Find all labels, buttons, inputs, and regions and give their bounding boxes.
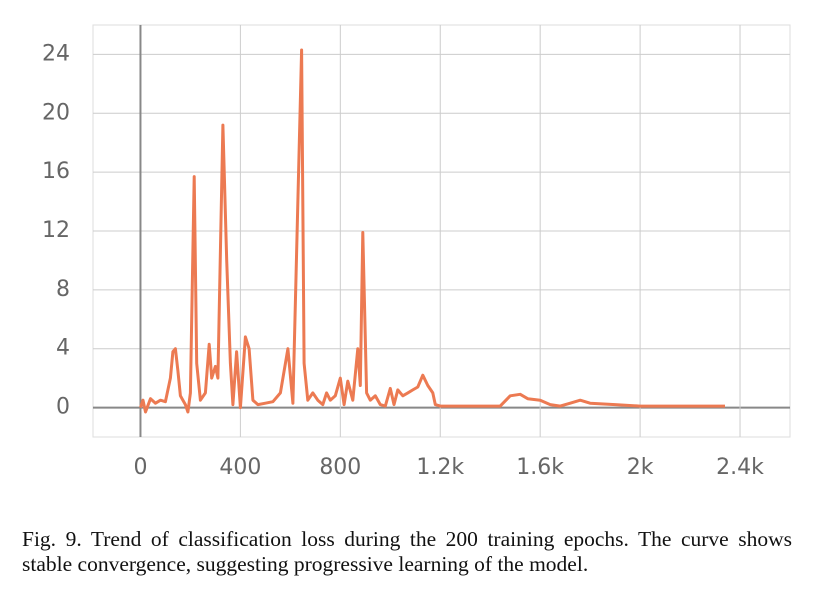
- y-tick-label: 8: [56, 277, 70, 302]
- y-tick-label: 4: [56, 336, 70, 361]
- x-tick-label: 0: [133, 455, 147, 480]
- x-tick-label: 400: [219, 455, 261, 480]
- x-tick-label: 2k: [627, 455, 654, 480]
- x-tick-label: 1.6k: [516, 455, 564, 480]
- figure-caption: Fig. 9. Trend of classification loss dur…: [22, 527, 792, 576]
- loss-line: [139, 48, 725, 414]
- x-tick-label: 1.2k: [416, 455, 464, 480]
- y-tick-label: 12: [42, 218, 70, 243]
- x-tick-label: 2.4k: [716, 455, 764, 480]
- y-tick-label: 20: [42, 100, 70, 125]
- chart: 0 4 8 12 16 20 24 0 400 800 1.2k 1.6k 2k 2.4k: [42, 24, 791, 480]
- y-tick-label: 0: [56, 395, 70, 420]
- y-tick-label: 24: [42, 41, 70, 66]
- x-tick-label: 800: [319, 455, 361, 480]
- y-tick-label: 16: [42, 159, 70, 184]
